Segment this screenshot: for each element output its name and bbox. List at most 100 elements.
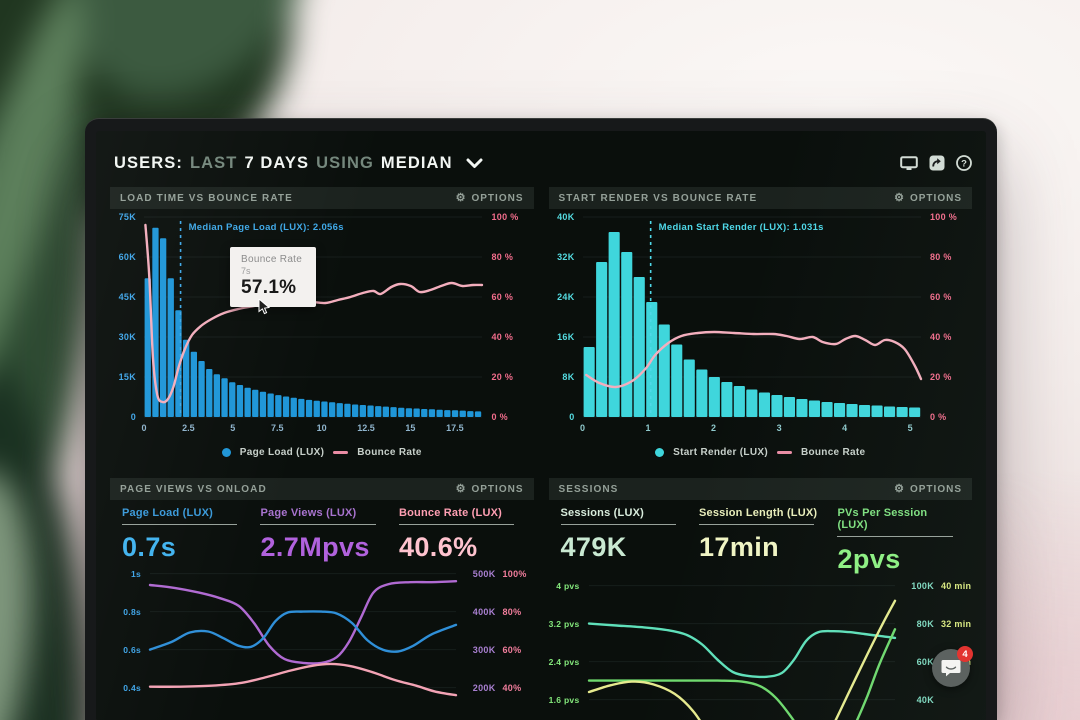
- chart-tooltip: Bounce Rate 7s 57.1%: [230, 247, 317, 315]
- legend-line-icon: [776, 451, 792, 454]
- legend-dot-icon: [655, 448, 665, 457]
- title-users: USERS:: [114, 153, 183, 172]
- y-axis-label: 40K: [916, 694, 934, 705]
- panel-grid: LOAD TIME VS BOUNCE RATE ⚙ OPTIONS 75K 60…: [110, 187, 972, 720]
- stat-value: 2.7Mpvs: [260, 532, 370, 562]
- legend-line-icon: [333, 451, 349, 454]
- y-axis-label: 20 %: [491, 372, 514, 382]
- y-axis-label: 300K 60%: [472, 644, 522, 655]
- display-icon[interactable]: [900, 155, 918, 171]
- y-axis-label: 40K: [557, 212, 575, 222]
- dashboard-screen: USERS: LAST 7 DAYS USING MEDIAN: [96, 131, 986, 720]
- panel-header: PAGE VIEWS VS ONLOAD ⚙ OPTIONS: [110, 478, 534, 500]
- tooltip-title: Bounce Rate: [241, 254, 303, 265]
- y-axis-label: 200K 40%: [472, 682, 522, 693]
- chat-bubble-icon: [941, 660, 961, 677]
- load-time-plot[interactable]: Median Page Load (LUX): 2.056s: [144, 216, 484, 418]
- start-render-plot[interactable]: Median Start Render (LUX): 1.031s: [582, 216, 922, 418]
- options-button[interactable]: ⚙ OPTIONS: [894, 191, 962, 204]
- stat-pvs-per-session: PVs Per Session (LUX) 2pvs: [829, 507, 967, 575]
- legend-label: Page Load (LUX): [239, 447, 325, 458]
- title-range: 7 DAYS: [244, 153, 310, 172]
- help-icon[interactable]: ?: [956, 155, 972, 171]
- y-axis-label: 75K: [118, 212, 136, 222]
- notification-badge: 4: [957, 646, 973, 662]
- page-views-plot[interactable]: [148, 566, 458, 720]
- panel-header: START RENDER VS BOUNCE RATE ⚙ OPTIONS: [548, 187, 972, 209]
- stat-underline: [837, 536, 953, 537]
- y-axis-label: 400K 80%: [472, 606, 522, 617]
- stat-label: Sessions (LUX): [560, 507, 644, 519]
- header-actions: ?: [900, 155, 972, 171]
- sessions-chart: 4 pvs 3.2 pvs 2.4 pvs 1.6 pvs 100K 40 min 80K…: [549, 578, 973, 720]
- chart-legend: Page Load (LUX) Bounce Rate: [110, 447, 534, 458]
- panel-sessions: SESSIONS ⚙ OPTIONS Sessions (LUX) 479K: [548, 478, 973, 720]
- gear-icon: ⚙: [455, 482, 467, 495]
- stat-value: 17min: [698, 532, 780, 562]
- stats-row: Page Load (LUX) 0.7s Page Views (LUX) 2.…: [110, 500, 534, 563]
- plant-leaf: [0, 465, 47, 720]
- y-axis-label: 20 %: [930, 372, 952, 382]
- stat-underline: [260, 524, 376, 525]
- panel-title: PAGE VIEWS VS ONLOAD: [120, 483, 267, 495]
- x-axis-label: 10: [316, 423, 327, 433]
- page-views-chart: 1s 0.8s 0.6s 0.4s 500K 100% 400K 80% 300K 60% 200…: [110, 566, 534, 720]
- y-axis-label: 4 pvs: [556, 580, 580, 591]
- y-axis-label: 0: [130, 412, 136, 422]
- stat-value: 0.7s: [122, 532, 177, 562]
- options-label: OPTIONS: [909, 192, 962, 204]
- y-axis-left: 1s 0.8s 0.6s 0.4s: [110, 566, 146, 720]
- y-axis-label: 0.6s: [123, 644, 141, 655]
- y-axis-label: 3.2 pvs: [548, 618, 580, 629]
- y-axis-label: 0 %: [930, 412, 947, 422]
- x-axis-label: 17.5: [446, 423, 464, 433]
- title-last: LAST: [189, 153, 238, 172]
- options-button[interactable]: ⚙ OPTIONS: [456, 192, 524, 204]
- x-axis-label: 4: [842, 423, 848, 433]
- y-axis-label: 32K: [557, 252, 575, 262]
- y-axis-label: 80 %: [930, 252, 952, 262]
- x-axis-label: 1: [645, 423, 651, 433]
- stat-label: Page Load (LUX): [122, 507, 214, 519]
- y-axis-label: 500K 100%: [472, 568, 527, 579]
- y-axis-label: 80K 32 min: [916, 618, 972, 629]
- sessions-plot[interactable]: [587, 578, 896, 720]
- y-axis-label: 60 %: [491, 292, 514, 302]
- y-axis-label: 60 %: [930, 292, 952, 302]
- y-axis-left: 4 pvs 3.2 pvs 2.4 pvs 1.6 pvs: [549, 578, 585, 720]
- options-button[interactable]: ⚙ OPTIONS: [455, 482, 524, 495]
- options-button[interactable]: ⚙ OPTIONS: [894, 483, 962, 495]
- stat-value: 2pvs: [837, 544, 901, 574]
- panel-header: LOAD TIME VS BOUNCE RATE ⚙ OPTIONS: [110, 187, 534, 209]
- chevron-down-icon[interactable]: [466, 158, 483, 169]
- x-axis-label: 0: [579, 423, 586, 433]
- x-axis-label: 5: [907, 423, 913, 433]
- x-axis: 0 1 2 3 4 5: [579, 423, 921, 435]
- x-axis-label: 7.5: [270, 423, 284, 433]
- stat-underline: [122, 524, 238, 525]
- x-axis: 0 2.5 5 7.5 10 12.5 15 17.5: [141, 423, 482, 435]
- stat-label: Page Views (LUX): [260, 507, 357, 519]
- y-axis-label: 0.4s: [123, 682, 141, 693]
- stat-page-load: Page Load (LUX) 0.7s: [114, 507, 252, 563]
- stat-label: Session Length (LUX): [698, 507, 818, 519]
- options-label: OPTIONS: [471, 192, 524, 204]
- dashboard-title-dropdown[interactable]: USERS: LAST 7 DAYS USING MEDIAN: [114, 154, 483, 173]
- y-axis-label: 80 %: [491, 252, 514, 262]
- chat-widget-button[interactable]: 4: [932, 646, 973, 687]
- y-axis-right: 100 % 80 % 60 % 40 % 20 % 0 %: [484, 212, 534, 422]
- legend-dot-icon: [221, 448, 231, 457]
- y-axis-label: 1.6 pvs: [548, 694, 580, 705]
- legend-label: Bounce Rate: [800, 447, 866, 458]
- y-axis-label: 100 %: [491, 212, 519, 222]
- svg-text:Median Start Render (LUX): 1.0: Median Start Render (LUX): 1.031s: [658, 222, 823, 233]
- x-axis-label: 12.5: [357, 423, 375, 433]
- share-icon[interactable]: [929, 155, 945, 171]
- stat-label: PVs Per Session (LUX): [837, 507, 928, 531]
- x-axis-label: 3: [776, 423, 782, 433]
- y-axis-label: 0 %: [491, 412, 508, 422]
- gear-icon: ⚙: [894, 191, 905, 204]
- stat-label: Bounce Rate (LUX): [398, 507, 502, 519]
- y-axis-label: 60K: [118, 252, 136, 262]
- title-using: USING: [316, 153, 374, 172]
